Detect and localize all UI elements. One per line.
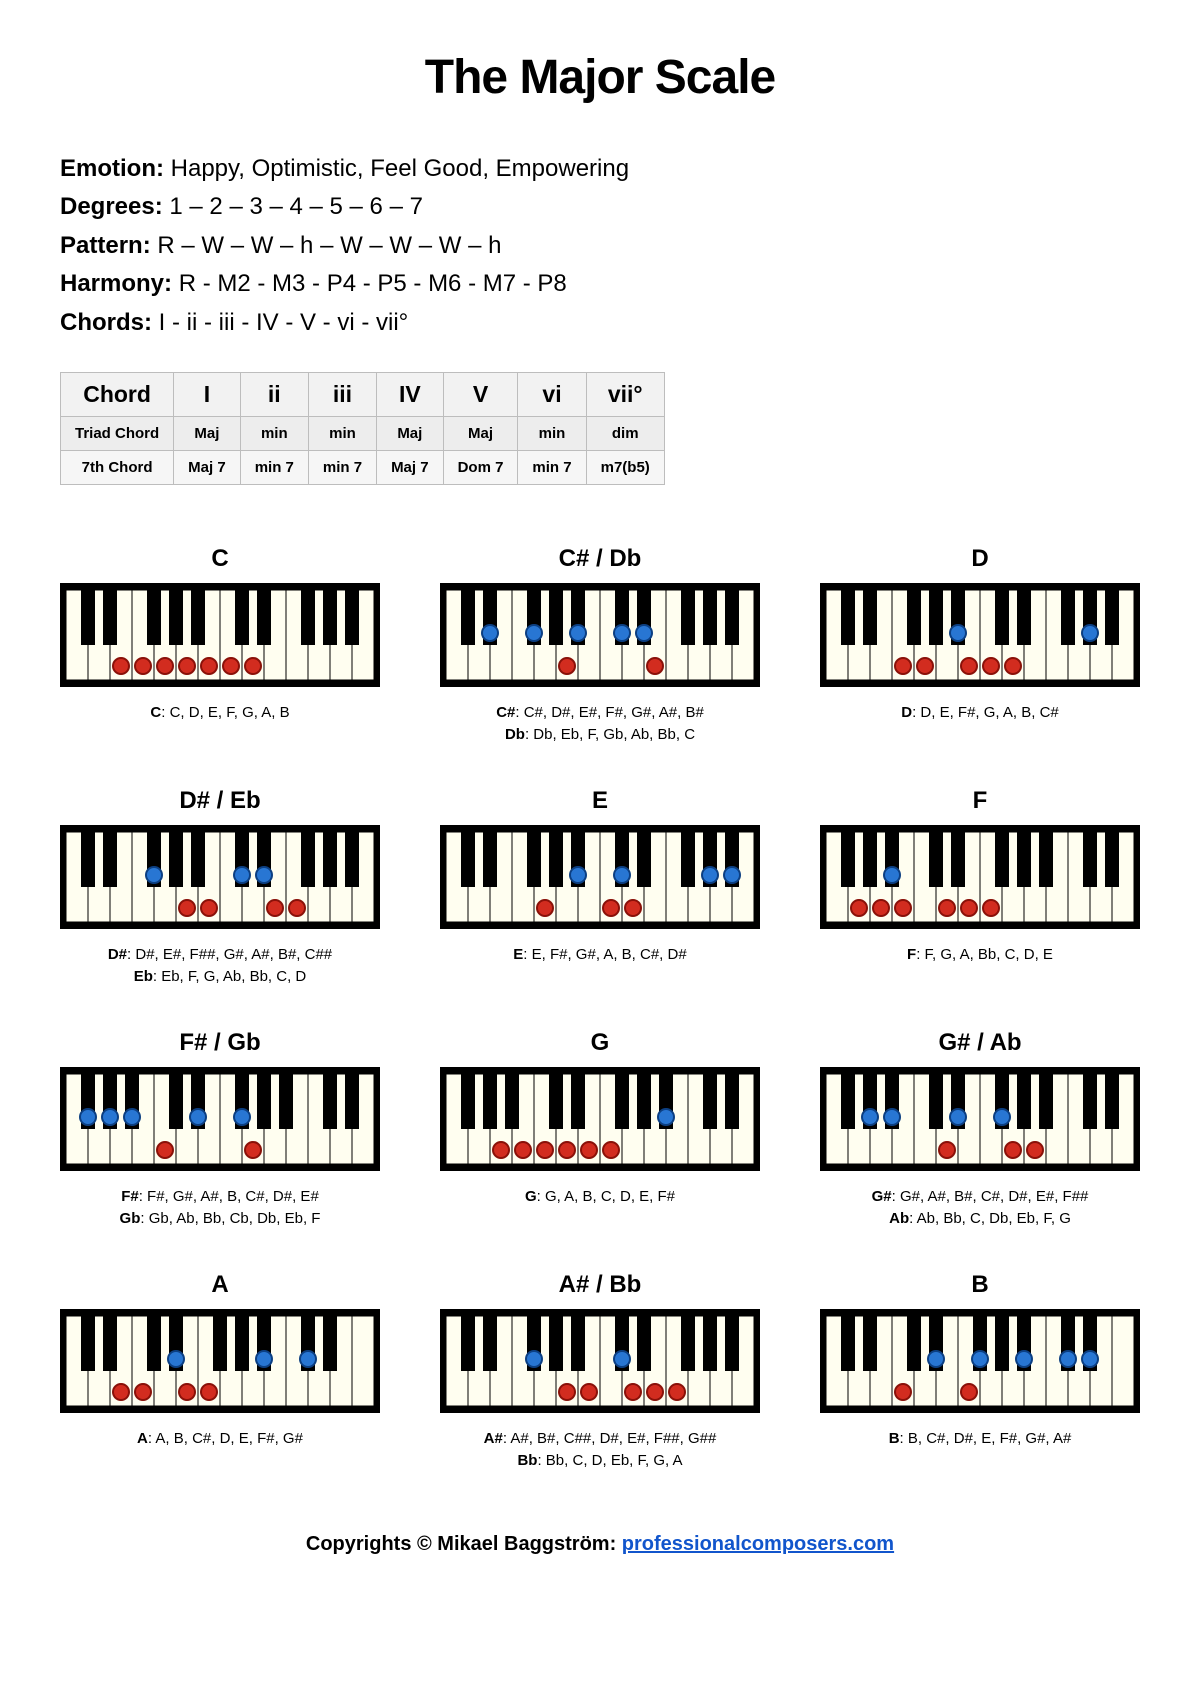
keyboard-diagram [60, 1309, 380, 1413]
keyboard-diagram [820, 825, 1140, 929]
scale-title: E [440, 787, 760, 815]
scale-title: A [60, 1271, 380, 1299]
scale-block: D D: D, E, F#, G, A, B, C# [820, 545, 1140, 747]
keyboards-grid: C C: C, D, E, F, G, A, B C# / Db C#: C#, … [60, 545, 1140, 1473]
scale-notes: D: D, E, F#, G, A, B, C# [820, 702, 1140, 725]
scale-block: B B: B, C#, D#, E, F#, G#, A# [820, 1271, 1140, 1473]
scale-notes: C#: C#, D#, E#, F#, G#, A#, B#Db: Db, Eb… [440, 702, 760, 747]
scale-notes: A: A, B, C#, D, E, F#, G# [60, 1428, 380, 1451]
keyboard-diagram [440, 583, 760, 687]
keyboard-diagram [440, 1309, 760, 1413]
keyboard-diagram [820, 1309, 1140, 1413]
scale-notes: F#: F#, G#, A#, B, C#, D#, E#Gb: Gb, Ab,… [60, 1186, 380, 1231]
scale-notes: B: B, C#, D#, E, F#, G#, A# [820, 1428, 1140, 1451]
scale-title: D [820, 545, 1140, 573]
keyboard-diagram [60, 825, 380, 929]
scale-block: G G: G, A, B, C, D, E, F# [440, 1029, 760, 1231]
scale-notes: G#: G#, A#, B#, C#, D#, E#, F##Ab: Ab, B… [820, 1186, 1140, 1231]
scale-title: C# / Db [440, 545, 760, 573]
scale-title: G# / Ab [820, 1029, 1140, 1057]
table-seventh-row: 7th ChordMaj 7min 7min 7Maj 7Dom 7min 7m… [61, 450, 665, 484]
footer-link[interactable]: professionalcomposers.com [622, 1533, 894, 1555]
footer: Copyrights © Mikael Baggström: professio… [60, 1533, 1140, 1556]
scale-block: F# / Gb F#: F#, G#, A#, B, C#, D#, E#Gb:… [60, 1029, 380, 1231]
keyboard-diagram [60, 1067, 380, 1171]
scale-title: C [60, 545, 380, 573]
scale-notes: E: E, F#, G#, A, B, C#, D# [440, 944, 760, 967]
scale-metadata: Emotion: Happy, Optimistic, Feel Good, E… [60, 150, 1140, 342]
scale-block: C# / Db C#: C#, D#, E#, F#, G#, A#, B#Db… [440, 545, 760, 747]
scale-notes: D#: D#, E#, F##, G#, A#, B#, C##Eb: Eb, … [60, 944, 380, 989]
table-header-row: ChordIiiiiiIVVvivii° [61, 372, 665, 416]
scale-block: A A: A, B, C#, D, E, F#, G# [60, 1271, 380, 1473]
scale-block: F F: F, G, A, Bb, C, D, E [820, 787, 1140, 989]
scale-block: E E: E, F#, G#, A, B, C#, D# [440, 787, 760, 989]
scale-title: F# / Gb [60, 1029, 380, 1057]
scale-notes: C: C, D, E, F, G, A, B [60, 702, 380, 725]
table-triad-row: Triad ChordMajminminMajMajmindim [61, 416, 665, 450]
keyboard-diagram [440, 1067, 760, 1171]
scale-title: F [820, 787, 1140, 815]
chord-table: ChordIiiiiiIVVvivii° Triad ChordMajminmi… [60, 372, 665, 485]
keyboard-diagram [60, 583, 380, 687]
keyboard-diagram [820, 1067, 1140, 1171]
scale-notes: F: F, G, A, Bb, C, D, E [820, 944, 1140, 967]
page-title: The Major Scale [60, 50, 1140, 105]
keyboard-diagram [440, 825, 760, 929]
scale-notes: A#: A#, B#, C##, D#, E#, F##, G##Bb: Bb,… [440, 1428, 760, 1473]
scale-title: G [440, 1029, 760, 1057]
scale-block: D# / Eb D#: D#, E#, F##, G#, A#, B#, C##… [60, 787, 380, 989]
scale-notes: G: G, A, B, C, D, E, F# [440, 1186, 760, 1209]
scale-block: A# / Bb A#: A#, B#, C##, D#, E#, F##, G#… [440, 1271, 760, 1473]
scale-block: G# / Ab G#: G#, A#, B#, C#, D#, E#, F##A… [820, 1029, 1140, 1231]
keyboard-diagram [820, 583, 1140, 687]
scale-block: C C: C, D, E, F, G, A, B [60, 545, 380, 747]
scale-title: B [820, 1271, 1140, 1299]
scale-title: D# / Eb [60, 787, 380, 815]
scale-title: A# / Bb [440, 1271, 760, 1299]
